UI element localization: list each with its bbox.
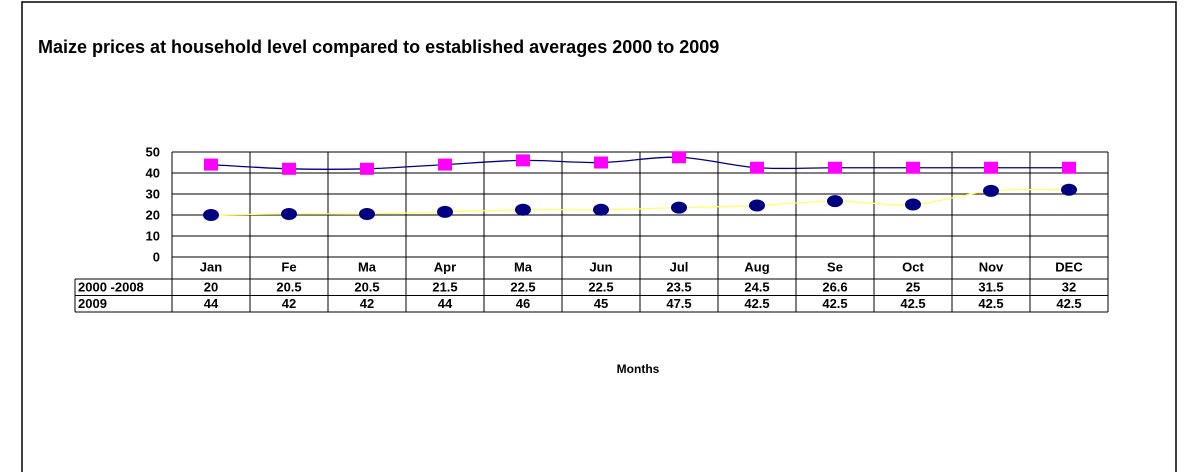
marker [438,158,452,171]
table-value: 42.5 [900,296,925,311]
marker [672,151,686,164]
table-value: 46 [516,296,530,311]
table-value: 26.6 [822,280,847,295]
x-tick-label: Jun [589,259,612,274]
table-value: 42.5 [978,296,1003,311]
table-value: 42 [282,296,296,311]
x-tick-label: Se [827,259,843,274]
table-value: 42.5 [744,296,769,311]
x-tick-label: Jan [200,259,222,274]
table-value: 21.5 [432,280,457,295]
table-value: 22.5 [588,280,613,295]
marker [593,203,609,216]
y-tick-label: 50 [146,144,160,159]
x-tick-label: Fe [281,259,296,274]
table-value: 47.5 [666,296,691,311]
marker [204,158,218,171]
table-value: 20 [204,280,218,295]
marker [281,207,297,220]
table-value: 42.5 [822,296,847,311]
y-tick-label: 20 [146,207,160,222]
chart-frame [21,1,1177,472]
y-tick-label: 30 [146,186,160,201]
table-value: 42 [360,296,374,311]
table-value: 42.5 [1056,296,1081,311]
marker [749,199,765,212]
marker [359,207,375,220]
marker [828,161,842,174]
table-value: 25 [906,280,920,295]
table-value: 32 [1062,280,1076,295]
marker [827,195,843,208]
marker [983,184,999,197]
marker [594,156,608,169]
table-value: 24.5 [744,280,769,295]
series-line [210,156,1069,170]
marker [203,209,219,221]
table-value: 44 [204,296,219,311]
marker [1061,183,1077,196]
legend-label: 2009 [78,296,107,311]
table-value: 45 [594,296,608,311]
marker [906,161,920,174]
x-tick-label: Jul [670,259,689,274]
x-tick-label: Ma [358,259,377,274]
x-tick-label: Nov [979,259,1004,274]
marker [905,198,921,211]
table-value: 23.5 [666,280,691,295]
x-tick-label: Oct [902,259,924,274]
y-tick-label: 40 [146,165,160,180]
marker [437,205,453,218]
x-axis-label: Months [617,362,660,376]
legend-label: 2000 -2008 [78,280,144,295]
x-tick-label: Ma [514,259,533,274]
table-value: 20.5 [354,280,379,295]
table-value: 31.5 [978,280,1003,295]
marker [282,162,296,175]
marker [1062,161,1076,174]
table-value: 20.5 [276,280,301,295]
marker [516,154,530,167]
table-value: 44 [438,296,453,311]
marker [750,161,764,174]
y-tick-label: 0 [153,249,160,264]
x-tick-label: Apr [434,259,456,274]
x-tick-label: Aug [744,259,769,274]
marker [671,201,687,214]
y-tick-label: 10 [146,228,160,243]
x-tick-label: DEC [1055,259,1083,274]
marker [360,162,374,175]
chart-title: Maize prices at household level compared… [38,37,719,57]
marker [515,203,531,216]
table-value: 22.5 [510,280,535,295]
marker [984,161,998,174]
